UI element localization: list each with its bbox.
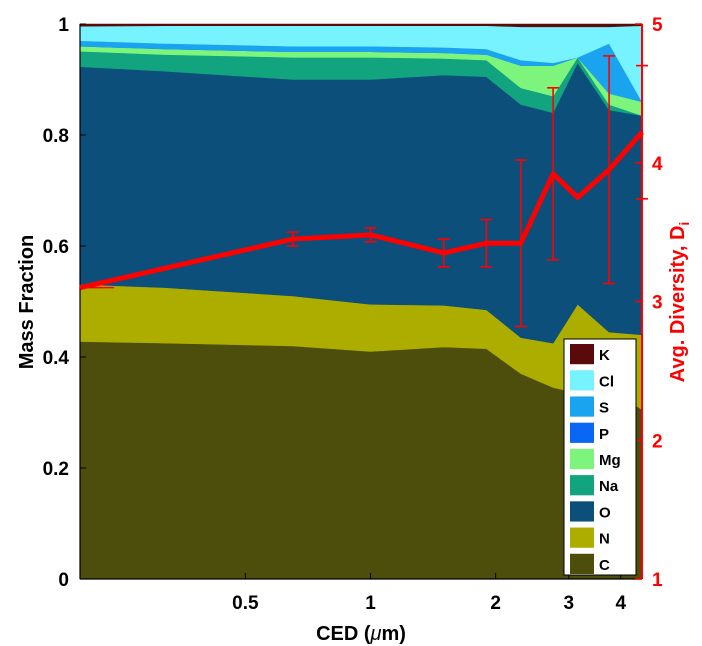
legend-swatch-k	[570, 344, 594, 365]
y2-tick-label: 3	[652, 293, 663, 314]
y2-axis-label: Avg. Diversity, Di	[667, 222, 692, 383]
legend-label-o: O	[599, 504, 611, 521]
x-tick-label: 1	[365, 593, 376, 614]
y2-tick-label: 2	[652, 431, 663, 452]
legend-label-na: Na	[599, 478, 619, 495]
x-tick-label: 2	[490, 593, 501, 614]
x-tick-label: 3	[564, 593, 575, 614]
diversity-line	[79, 55, 648, 328]
legend-swatch-na	[570, 475, 594, 496]
legend-swatch-mg	[570, 448, 594, 470]
y-tick-label: 1	[58, 15, 69, 36]
legend-label-s: S	[599, 400, 609, 417]
y-axis-label: Mass Fraction	[16, 235, 38, 369]
legend-swatch-c	[570, 553, 594, 574]
legend-swatch-n	[570, 527, 594, 548]
y2-tick-label: 5	[652, 15, 663, 36]
y2-axis-ticks: 1 2 3 4 5	[635, 15, 663, 591]
legend-label-mg: Mg	[599, 452, 621, 469]
y-tick-label: 0.2	[43, 459, 69, 480]
x-axis-label: CED (μm)	[316, 623, 406, 645]
y-tick-label: 0.8	[43, 126, 69, 147]
stacked-areas	[79, 23, 643, 580]
x-axis-ticks: 0.5 1 2 3 4	[232, 573, 626, 614]
x-tick-label: 0.5	[232, 593, 259, 614]
legend: K Cl SP Mg Na ONC	[563, 338, 637, 576]
legend-label-k: K	[599, 347, 610, 364]
legend-label-p: P	[599, 426, 609, 443]
diversity-series-line	[79, 130, 644, 291]
y-tick-label: 0.6	[43, 237, 69, 258]
legend-label-c: C	[599, 557, 610, 574]
y2-tick-label: 4	[652, 154, 663, 175]
x-tick-label: 4	[615, 593, 626, 614]
legend-swatch-p	[570, 422, 594, 443]
legend-label-n: N	[599, 531, 610, 548]
legend-label-cl: Cl	[599, 373, 614, 390]
legend-swatch-s	[570, 396, 594, 417]
legend-swatch-o	[570, 501, 594, 522]
legend-swatch-cl	[570, 370, 594, 391]
y-axis-ticks: 0 0.2 0.4 0.6 0.8 1	[43, 15, 86, 591]
y-tick-label: 0	[58, 570, 69, 591]
y2-tick-label: 1	[652, 570, 663, 591]
y-tick-label: 0.4	[43, 348, 70, 369]
